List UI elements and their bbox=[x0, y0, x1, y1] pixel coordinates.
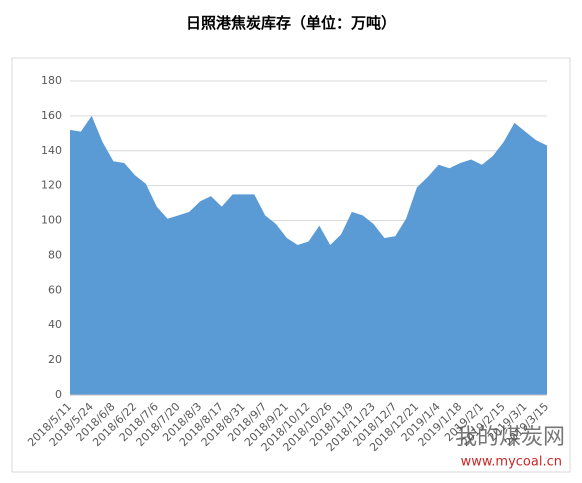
y-tick-label: 100 bbox=[41, 214, 62, 227]
y-tick-label: 180 bbox=[41, 74, 62, 87]
y-tick-label: 120 bbox=[41, 179, 62, 192]
watermark-url: www.mycoal.cn bbox=[461, 455, 562, 470]
y-tick-label: 160 bbox=[41, 109, 62, 122]
chart-title: 日照港焦炭库存（单位：万吨） bbox=[186, 14, 396, 32]
area bbox=[70, 115, 547, 395]
y-tick-label: 80 bbox=[48, 248, 62, 261]
y-tick-label: 140 bbox=[41, 144, 62, 157]
y-tick-label: 60 bbox=[48, 283, 62, 296]
chart-border bbox=[11, 57, 571, 473]
watermark-name: 我的煤炭网 bbox=[455, 425, 565, 450]
y-tick-label: 20 bbox=[48, 353, 62, 366]
y-tick-label: 40 bbox=[48, 318, 62, 331]
y-tick-label: 0 bbox=[55, 388, 62, 401]
